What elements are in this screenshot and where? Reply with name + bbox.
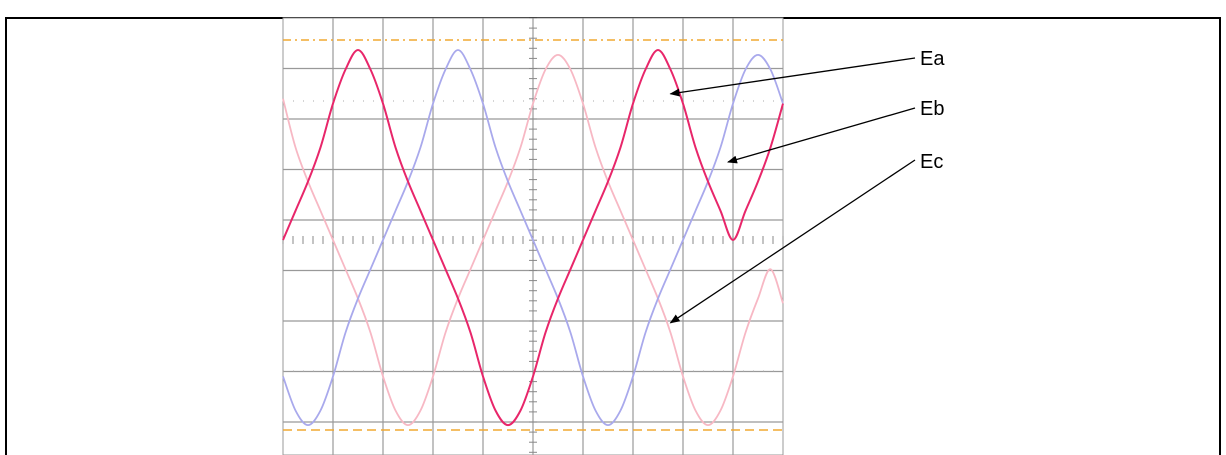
- annotation-label-ec: Ec: [920, 151, 943, 173]
- annotation-arrow-ea: [669, 57, 916, 97]
- trace-eb: [282, 48, 784, 427]
- trace-ec: [282, 49, 784, 427]
- trace-ea: [282, 53, 784, 427]
- annotation-label-eb: Eb: [920, 98, 944, 120]
- annotation-arrow-ec: [669, 159, 916, 324]
- grid: [282, 17, 784, 455]
- waveform-traces: [282, 48, 784, 427]
- reference-lines: [283, 39, 783, 431]
- annotation-label-ea: Ea: [920, 48, 945, 70]
- annotation-arrow-eb: [727, 107, 916, 164]
- annotations: Ea Eb Ec: [669, 48, 945, 324]
